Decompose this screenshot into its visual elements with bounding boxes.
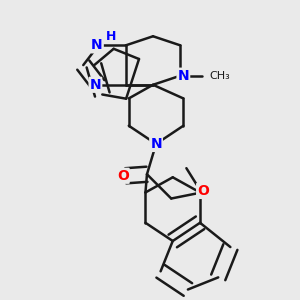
- Text: O: O: [117, 169, 129, 183]
- Text: N: N: [178, 69, 189, 83]
- Text: N: N: [90, 78, 101, 92]
- Text: N: N: [91, 38, 103, 52]
- Text: O: O: [197, 184, 209, 198]
- Text: H: H: [106, 30, 116, 43]
- Text: CH₃: CH₃: [209, 71, 230, 81]
- Text: N: N: [150, 137, 162, 151]
